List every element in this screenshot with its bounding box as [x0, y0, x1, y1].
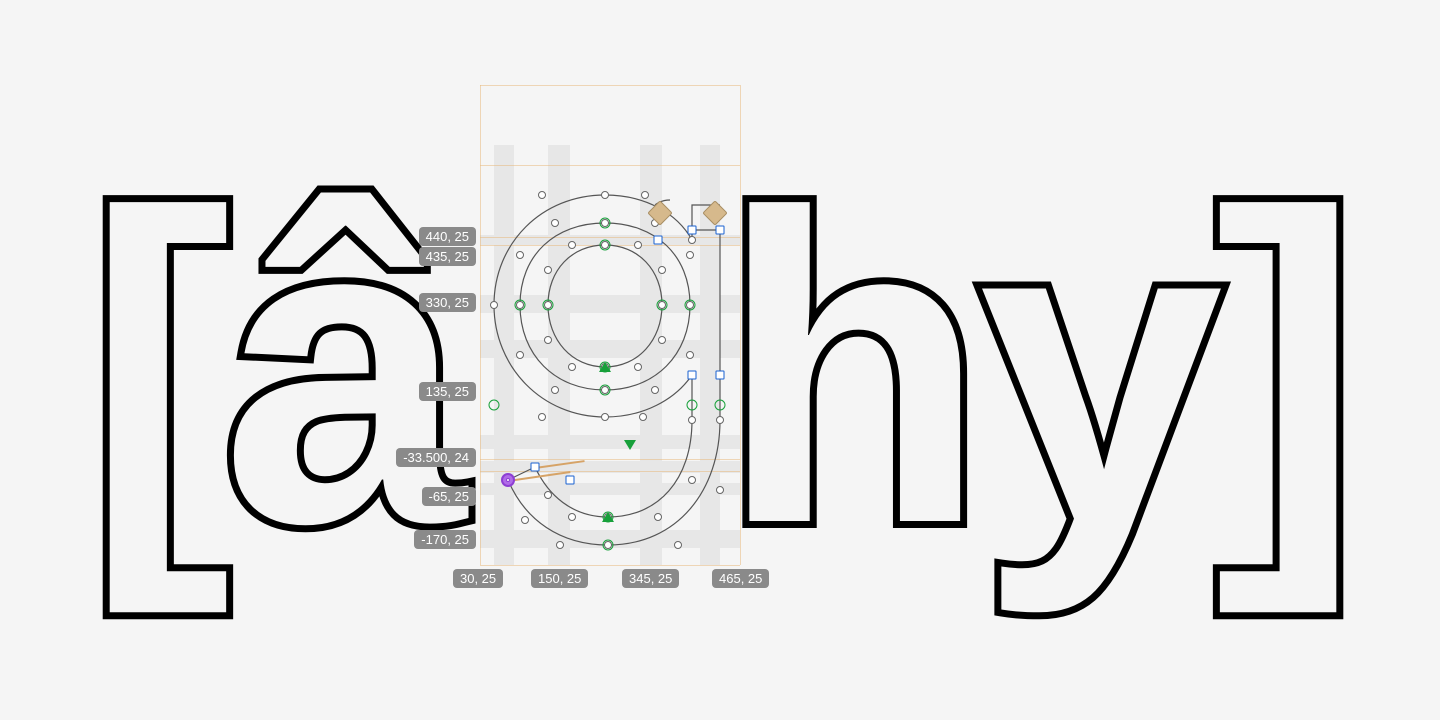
- hint-label-vertical[interactable]: -33.500, 24: [396, 448, 476, 467]
- corner-point[interactable]: [688, 371, 697, 380]
- off-curve-point[interactable]: [516, 251, 524, 259]
- corner-point[interactable]: [716, 226, 725, 235]
- off-curve-point[interactable]: [556, 541, 564, 549]
- off-curve-point[interactable]: [568, 241, 576, 249]
- metric-guide-horizontal[interactable]: [480, 85, 740, 86]
- extrema-point[interactable]: [600, 218, 611, 229]
- selected-point[interactable]: [501, 473, 515, 487]
- off-curve-point[interactable]: [639, 413, 647, 421]
- extrema-point[interactable]: [515, 300, 526, 311]
- on-curve-point[interactable]: [716, 416, 724, 424]
- off-curve-point[interactable]: [538, 191, 546, 199]
- direction-arrow-icon: [599, 362, 611, 372]
- corner-point[interactable]: [531, 463, 540, 472]
- off-curve-point[interactable]: [654, 513, 662, 521]
- corner-point[interactable]: [688, 226, 697, 235]
- metric-guide-vertical[interactable]: [740, 85, 741, 565]
- hint-label-vertical[interactable]: 135, 25: [419, 382, 476, 401]
- extrema-point[interactable]: [489, 400, 500, 411]
- corner-point[interactable]: [654, 236, 663, 245]
- on-curve-point[interactable]: [490, 301, 498, 309]
- glyph-outline[interactable]: [480, 145, 740, 625]
- on-curve-point[interactable]: [688, 416, 696, 424]
- hint-label-vertical[interactable]: 330, 25: [419, 293, 476, 312]
- glyph-edit-area[interactable]: [480, 85, 740, 565]
- on-curve-point[interactable]: [688, 236, 696, 244]
- hint-label-horizontal[interactable]: 345, 25: [622, 569, 679, 588]
- context-glyph-right: hy]: [719, 124, 1353, 615]
- hint-label-vertical[interactable]: 440, 25: [419, 227, 476, 246]
- hint-label-horizontal[interactable]: 150, 25: [531, 569, 588, 588]
- off-curve-point[interactable]: [658, 266, 666, 274]
- hint-label-vertical[interactable]: -170, 25: [414, 530, 476, 549]
- glyph-editor-canvas: [âghy] 440, 25435, 25330, 25135, 25-33.5…: [0, 0, 1440, 720]
- off-curve-point[interactable]: [716, 486, 724, 494]
- extrema-point[interactable]: [687, 400, 698, 411]
- on-curve-point[interactable]: [601, 413, 609, 421]
- extrema-point[interactable]: [600, 240, 611, 251]
- extrema-point[interactable]: [603, 540, 614, 551]
- off-curve-point[interactable]: [686, 351, 694, 359]
- on-curve-point[interactable]: [601, 191, 609, 199]
- extrema-point[interactable]: [600, 385, 611, 396]
- context-glyph-left: [â: [85, 124, 459, 615]
- off-curve-point[interactable]: [634, 241, 642, 249]
- off-curve-point[interactable]: [551, 386, 559, 394]
- off-curve-point[interactable]: [568, 363, 576, 371]
- off-curve-point[interactable]: [516, 351, 524, 359]
- off-curve-point[interactable]: [641, 191, 649, 199]
- extrema-point[interactable]: [685, 300, 696, 311]
- hint-label-horizontal[interactable]: 30, 25: [453, 569, 503, 588]
- hint-label-horizontal[interactable]: 465, 25: [712, 569, 769, 588]
- off-curve-point[interactable]: [568, 513, 576, 521]
- off-curve-point[interactable]: [551, 219, 559, 227]
- hint-label-vertical[interactable]: -65, 25: [422, 487, 476, 506]
- off-curve-point[interactable]: [521, 516, 529, 524]
- off-curve-point[interactable]: [544, 336, 552, 344]
- off-curve-point[interactable]: [651, 386, 659, 394]
- off-curve-point[interactable]: [634, 363, 642, 371]
- direction-arrow-icon: [602, 512, 614, 522]
- off-curve-point[interactable]: [658, 336, 666, 344]
- extrema-point[interactable]: [715, 400, 726, 411]
- corner-point[interactable]: [716, 371, 725, 380]
- extrema-point[interactable]: [657, 300, 668, 311]
- off-curve-point[interactable]: [544, 266, 552, 274]
- direction-arrow-icon: [624, 440, 636, 450]
- off-curve-point[interactable]: [688, 476, 696, 484]
- corner-point[interactable]: [566, 476, 575, 485]
- off-curve-point[interactable]: [538, 413, 546, 421]
- off-curve-point[interactable]: [674, 541, 682, 549]
- off-curve-point[interactable]: [544, 491, 552, 499]
- off-curve-point[interactable]: [686, 251, 694, 259]
- hint-label-vertical[interactable]: 435, 25: [419, 247, 476, 266]
- extrema-point[interactable]: [543, 300, 554, 311]
